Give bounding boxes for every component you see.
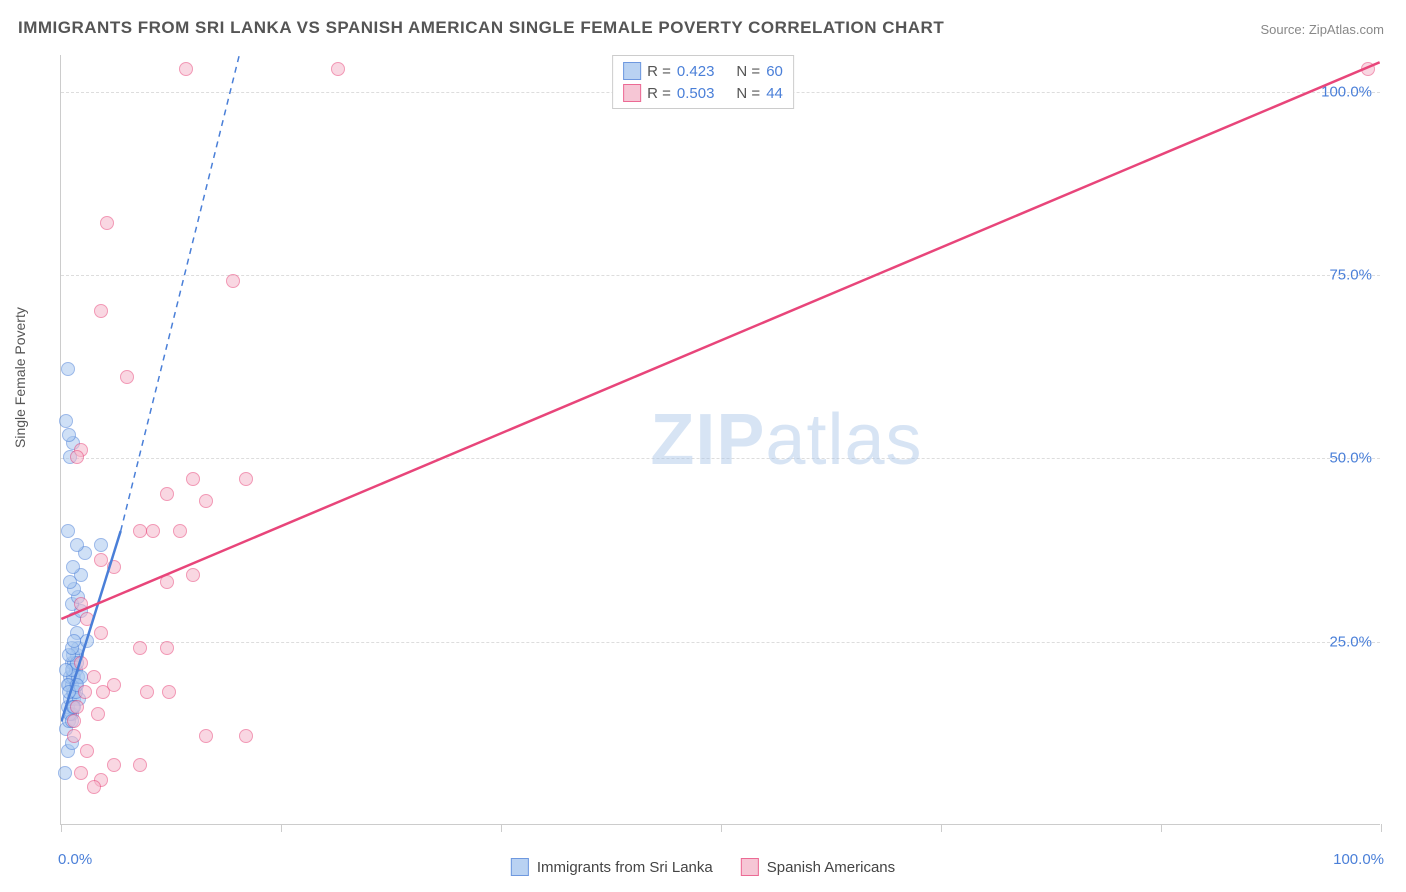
data-point [70, 700, 84, 714]
legend-r-label: R = [647, 85, 671, 102]
data-point [173, 524, 187, 538]
data-point [80, 744, 94, 758]
legend-series-item: Immigrants from Sri Lanka [511, 858, 713, 876]
watermark-light: atlas [765, 400, 922, 480]
data-point [146, 524, 160, 538]
source-attribution: Source: ZipAtlas.com [1260, 22, 1384, 37]
data-point [239, 472, 253, 486]
data-point [74, 656, 88, 670]
data-point [199, 494, 213, 508]
legend-swatch [511, 858, 529, 876]
data-point [94, 553, 108, 567]
data-point [94, 626, 108, 640]
x-tick-0: 0.0% [58, 851, 92, 868]
data-point [186, 472, 200, 486]
data-point [96, 685, 110, 699]
trend-lines-layer [61, 55, 1380, 824]
x-tick-mark [721, 824, 722, 832]
scatter-chart: ZIPatlas 25.0% 50.0% 75.0% 100.0% [60, 55, 1380, 825]
legend-n-label: N = [736, 63, 760, 80]
data-point [67, 634, 81, 648]
data-point [87, 670, 101, 684]
legend-r-value: 0.503 [677, 85, 715, 102]
legend-series-label: Immigrants from Sri Lanka [537, 859, 713, 876]
data-point [74, 597, 88, 611]
gridline [61, 458, 1380, 459]
legend-n-value: 44 [766, 85, 783, 102]
data-point [186, 568, 200, 582]
data-point [94, 304, 108, 318]
x-tick-mark [1381, 824, 1382, 832]
x-tick-100: 100.0% [1333, 851, 1384, 868]
legend-stat-row: R = 0.503 N = 44 [623, 82, 783, 104]
data-point [160, 575, 174, 589]
data-point [239, 729, 253, 743]
data-point [107, 758, 121, 772]
gridline [61, 275, 1380, 276]
data-point [226, 274, 240, 288]
data-point [74, 766, 88, 780]
data-point [80, 612, 94, 626]
data-point [140, 685, 154, 699]
y-tick-label: 25.0% [1329, 633, 1372, 650]
x-tick-mark [501, 824, 502, 832]
data-point [107, 560, 121, 574]
data-point [179, 62, 193, 76]
data-point [58, 766, 72, 780]
x-tick-mark [281, 824, 282, 832]
data-point [199, 729, 213, 743]
watermark: ZIPatlas [650, 399, 922, 481]
data-point [61, 362, 75, 376]
legend-series-item: Spanish Americans [741, 858, 895, 876]
gridline [61, 642, 1380, 643]
y-tick-label: 75.0% [1329, 267, 1372, 284]
data-point [331, 62, 345, 76]
data-point [78, 685, 92, 699]
data-point [70, 538, 84, 552]
data-point [133, 641, 147, 655]
legend-swatch [623, 62, 641, 80]
data-point [91, 707, 105, 721]
chart-title: IMMIGRANTS FROM SRI LANKA VS SPANISH AME… [18, 18, 944, 38]
data-point [61, 524, 75, 538]
data-point [70, 450, 84, 464]
correlation-legend: R = 0.423 N = 60 R = 0.503 N = 44 [612, 55, 794, 109]
data-point [160, 641, 174, 655]
y-axis-label: Single Female Poverty [12, 307, 28, 448]
legend-n-value: 60 [766, 63, 783, 80]
data-point [1361, 62, 1375, 76]
legend-r-value: 0.423 [677, 63, 715, 80]
data-point [67, 714, 81, 728]
y-tick-label: 50.0% [1329, 450, 1372, 467]
data-point [66, 560, 80, 574]
x-tick-mark [1161, 824, 1162, 832]
data-point [59, 663, 73, 677]
data-point [133, 758, 147, 772]
legend-swatch [623, 84, 641, 102]
data-point [120, 370, 134, 384]
data-point [67, 729, 81, 743]
data-point [87, 780, 101, 794]
legend-r-label: R = [647, 63, 671, 80]
data-point [94, 538, 108, 552]
y-tick-label: 100.0% [1321, 83, 1372, 100]
data-point [100, 216, 114, 230]
data-point [162, 685, 176, 699]
legend-n-label: N = [736, 85, 760, 102]
data-point [133, 524, 147, 538]
legend-stat-row: R = 0.423 N = 60 [623, 60, 783, 82]
x-tick-mark [61, 824, 62, 832]
legend-swatch [741, 858, 759, 876]
watermark-bold: ZIP [650, 400, 765, 480]
data-point [62, 428, 76, 442]
data-point [160, 487, 174, 501]
legend-series-label: Spanish Americans [767, 859, 895, 876]
data-point [59, 414, 73, 428]
series-legend: Immigrants from Sri Lanka Spanish America… [511, 858, 895, 876]
x-tick-mark [941, 824, 942, 832]
